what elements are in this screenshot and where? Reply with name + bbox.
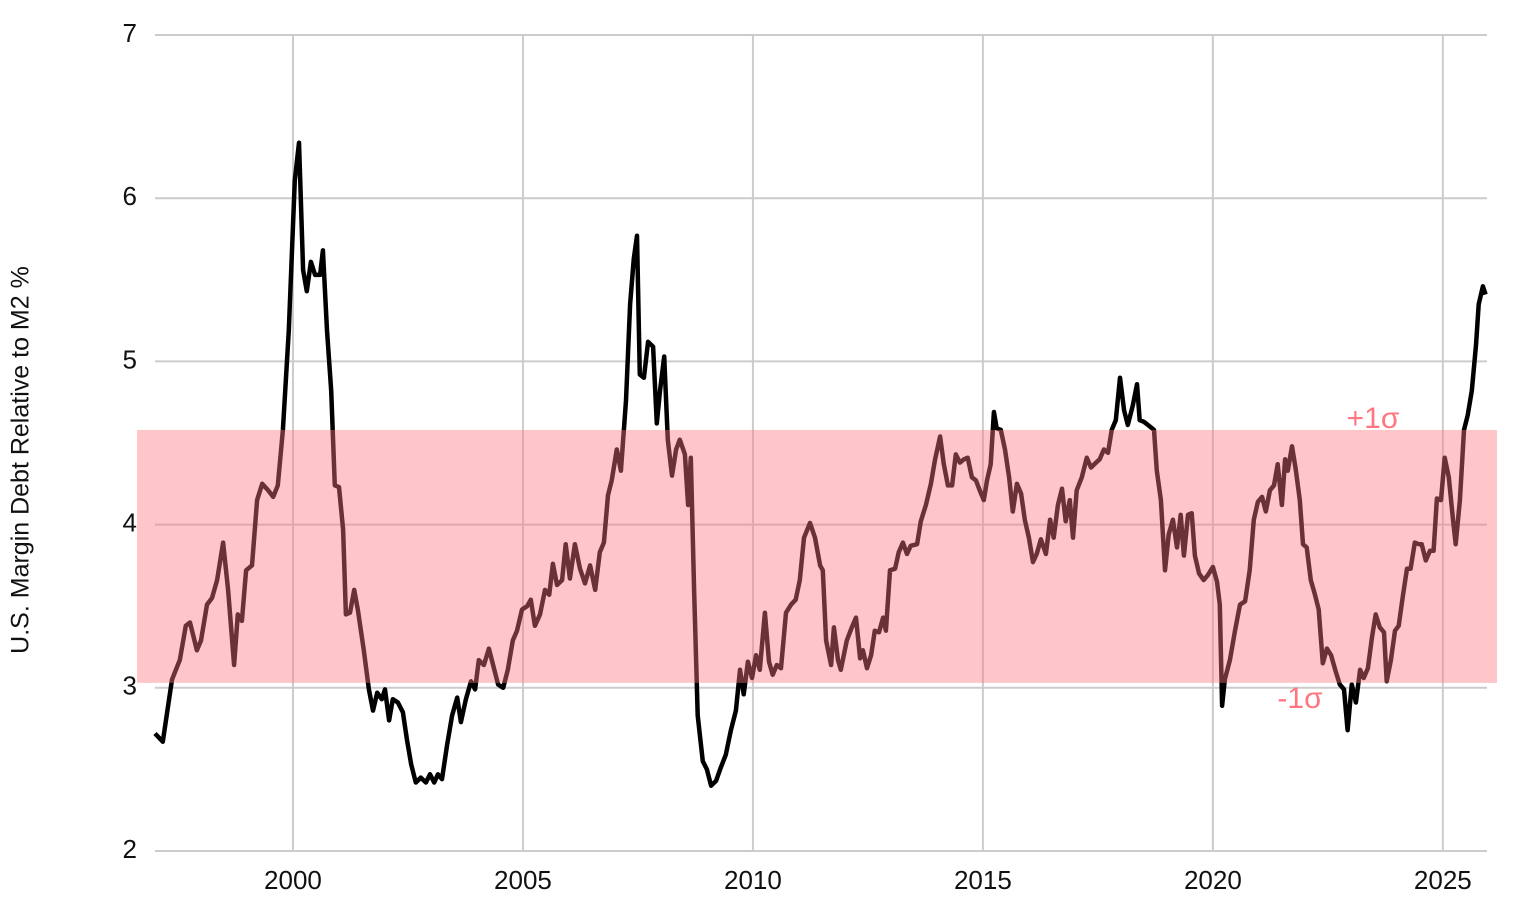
sigma-band	[137, 429, 1497, 683]
y-tick-label: 4	[123, 507, 137, 537]
x-tick-label: 2000	[264, 865, 322, 895]
y-tick-label: 2	[123, 834, 137, 864]
x-tick-label: 2010	[724, 865, 782, 895]
band-label: -1σ	[1277, 682, 1323, 715]
x-tick-label: 2005	[494, 865, 552, 895]
y-tick-label: 3	[123, 671, 137, 701]
y-axis-label: U.S. Margin Debt Relative to M2 %	[7, 266, 35, 654]
y-tick-label: 5	[123, 344, 137, 374]
x-tick-label: 2015	[954, 865, 1012, 895]
band-label: +1σ	[1347, 402, 1400, 435]
y-tick-label: 6	[123, 181, 137, 211]
data-line	[153, 140, 1488, 788]
y-tick-label: 7	[123, 18, 137, 48]
x-tick-label: 2025	[1414, 865, 1472, 895]
x-tick-label: 2020	[1184, 865, 1242, 895]
